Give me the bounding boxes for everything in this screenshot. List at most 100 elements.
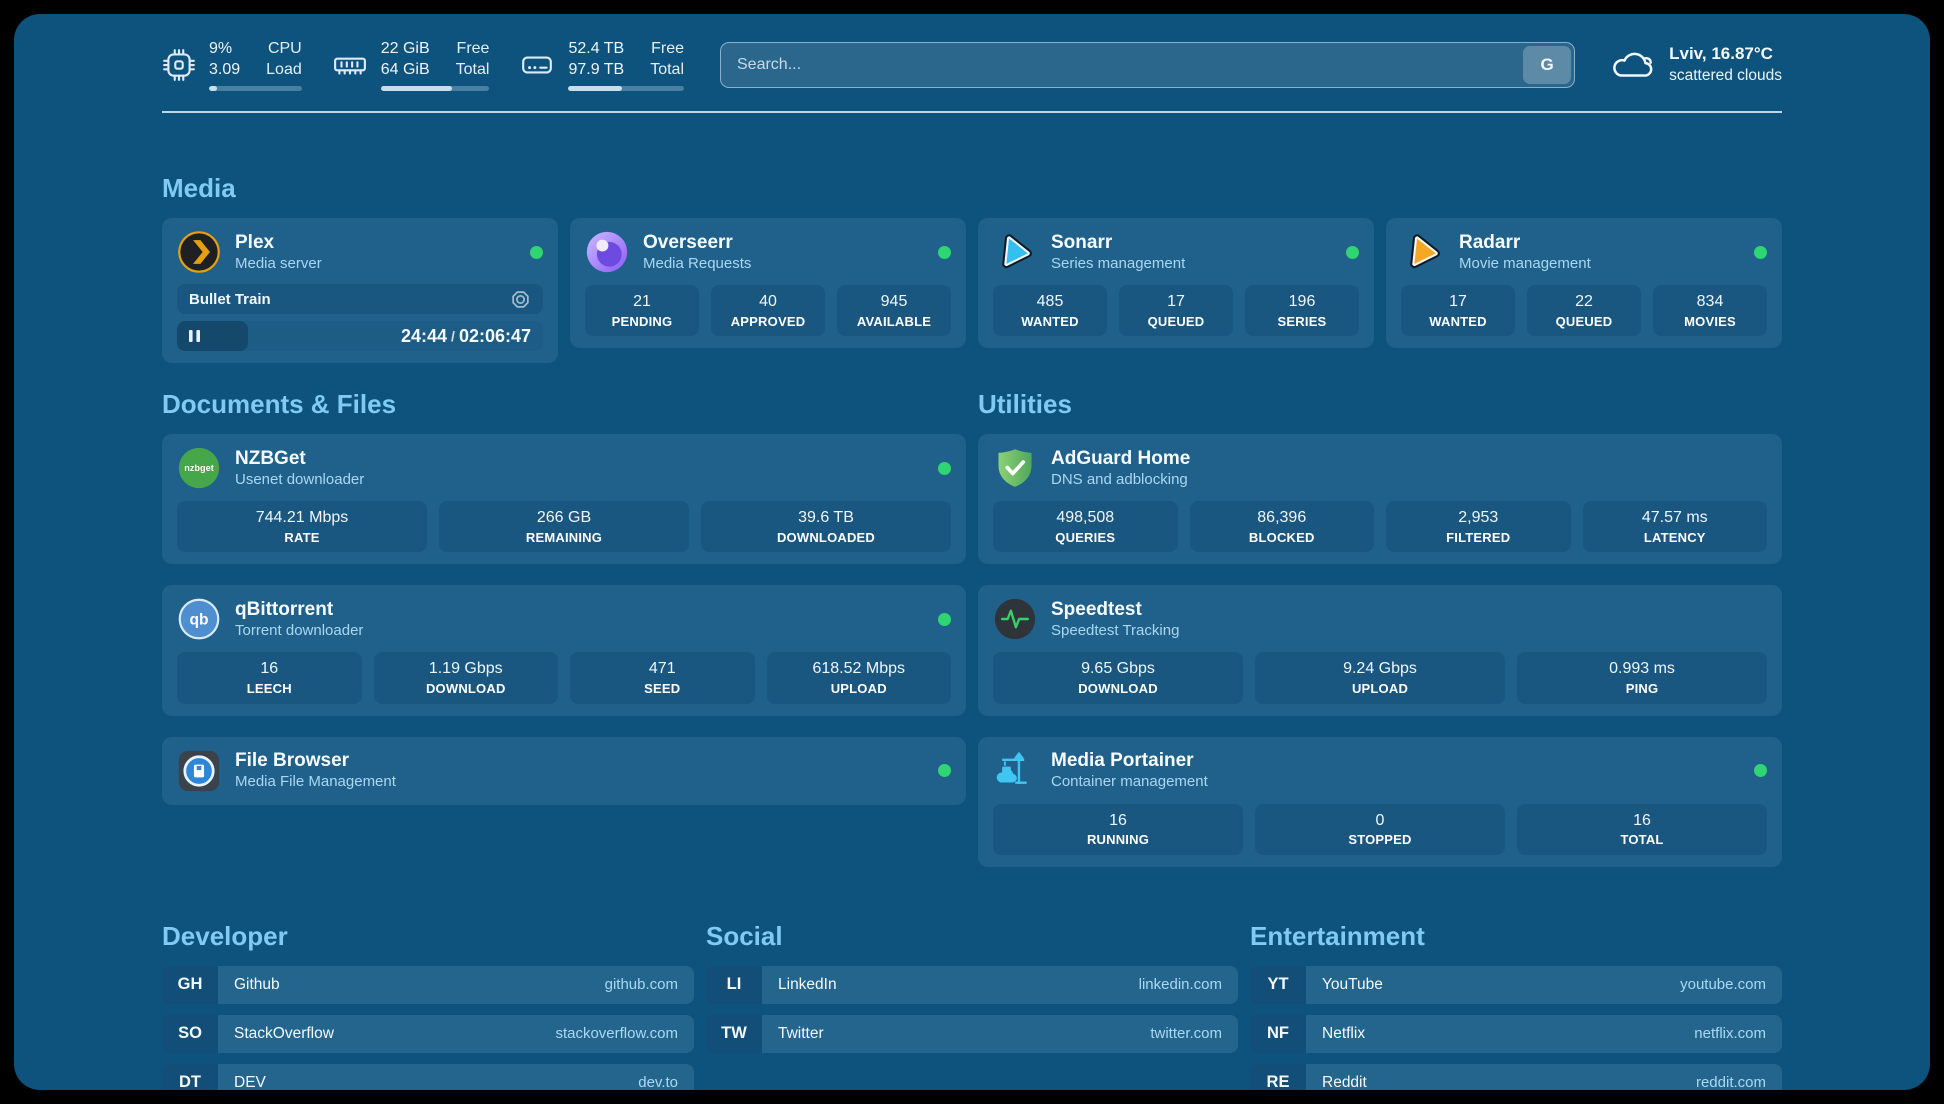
service-subtitle: Media server xyxy=(235,254,322,272)
bookmark-stackoverflow[interactable]: SO StackOverflow stackoverflow.com xyxy=(162,1014,694,1053)
stat-row: 17 WANTED 22 QUEUED 834 MOVIES xyxy=(1401,285,1767,337)
stat-label: QUEUED xyxy=(1555,313,1613,329)
cloud-icon xyxy=(1613,52,1653,77)
stat-row: 21 PENDING 40 APPROVED 945 AVAILABLE xyxy=(585,285,951,337)
status-dot xyxy=(1754,764,1767,777)
stat-value: 1.19 Gbps xyxy=(428,660,503,678)
dashboard: 9% 3.09 CPU Load xyxy=(14,14,1930,1090)
status-dot xyxy=(938,764,951,777)
bookmark-linkedin[interactable]: LI LinkedIn linkedin.com xyxy=(706,965,1238,1004)
stat-label: LEECH xyxy=(246,680,292,696)
service-card-sonarr[interactable]: Sonarr Series management 485 WANTED 17 xyxy=(978,218,1374,349)
stat-label: DOWNLOADED xyxy=(776,529,876,545)
bookmark-twitter[interactable]: TW Twitter twitter.com xyxy=(706,1014,1238,1053)
card-header: Media Portainer Container management xyxy=(993,749,1767,793)
search-bar: G xyxy=(720,41,1576,88)
bookmark-abbr: RE xyxy=(1250,1063,1306,1090)
section-documents: Documents & Files nzbget NZBGet Usenet d… xyxy=(162,389,966,805)
stat-tile: 266 GB REMAINING xyxy=(439,501,689,553)
memory-total-label: Total xyxy=(455,61,490,79)
bookmark-name: YouTube xyxy=(1322,975,1383,993)
disk-total-label: Total xyxy=(650,61,684,79)
status-dot xyxy=(530,245,543,259)
stat-label: RATE xyxy=(284,529,320,545)
section-developer: Developer GH Github github.com SO StackO… xyxy=(162,921,694,1090)
stat-value: 196 xyxy=(1288,293,1316,311)
service-subtitle: Container management xyxy=(1051,773,1208,790)
stat-value: 21 xyxy=(633,293,651,311)
stat-value: 39.6 TB xyxy=(798,509,854,527)
stat-tile: 485 WANTED xyxy=(993,285,1107,337)
bookmark-dev[interactable]: DT DEV dev.to xyxy=(162,1063,694,1090)
pause-button[interactable] xyxy=(188,328,202,344)
stat-label: WANTED xyxy=(1429,313,1487,329)
bookmark-name: LinkedIn xyxy=(778,975,837,993)
svg-text:nzbget: nzbget xyxy=(184,463,214,473)
bookmark-url: linkedin.com xyxy=(1138,976,1222,994)
disk-progress-bar xyxy=(568,86,684,92)
service-subtitle: Series management xyxy=(1051,254,1186,272)
qbittorrent-icon: qb xyxy=(178,599,220,640)
section-title-media: Media xyxy=(162,173,236,204)
stat-row: 744.21 Mbps RATE 266 GB REMAINING 39.6 T… xyxy=(177,501,951,553)
service-subtitle: Movie management xyxy=(1459,254,1591,272)
service-card-overseerr[interactable]: Overseerr Media Requests 21 PENDING 40 xyxy=(570,218,966,349)
memory-stat: 22 GiB 64 GiB Free Total xyxy=(332,38,490,92)
stat-row: 16 LEECH 1.19 Gbps DOWNLOAD 471 SEED xyxy=(177,652,951,704)
stat-tile: 21 PENDING xyxy=(585,285,699,337)
stat-value: 17 xyxy=(1449,293,1467,311)
service-card-plex[interactable]: Plex Media server Bullet Train xyxy=(162,218,558,364)
service-card-portainer[interactable]: Media Portainer Container management 16 … xyxy=(978,736,1782,867)
playback-duration: 02:06:47 xyxy=(458,325,531,346)
stat-value: 16 xyxy=(260,660,279,678)
card-header: AdGuard Home DNS and adblocking xyxy=(993,446,1767,490)
section-title-documents: Documents & Files xyxy=(162,389,397,420)
bookmark-youtube[interactable]: YT YouTube youtube.com xyxy=(1250,965,1782,1004)
bookmark-abbr: TW xyxy=(706,1014,762,1053)
status-dot xyxy=(1346,245,1359,259)
status-dot xyxy=(1754,245,1767,259)
search-input[interactable] xyxy=(720,41,1576,88)
stat-value: 16 xyxy=(1633,811,1651,829)
filebrowser-icon xyxy=(178,750,220,791)
adguard-icon xyxy=(998,449,1032,488)
stat-value: 16 xyxy=(1109,811,1127,829)
stat-label: QUERIES xyxy=(1055,529,1116,545)
bookmark-reddit[interactable]: RE Reddit reddit.com xyxy=(1250,1063,1782,1090)
card-header: File Browser Media File Management xyxy=(177,749,951,793)
stat-row: 485 WANTED 17 QUEUED 196 SERIES xyxy=(993,285,1359,337)
stat-label: RUNNING xyxy=(1086,832,1150,848)
service-card-qbittorrent[interactable]: qb qBittorrent Torrent downloader 16 xyxy=(162,585,966,716)
bookmark-name: StackOverflow xyxy=(234,1024,334,1042)
stat-tile: 17 QUEUED xyxy=(1119,285,1233,337)
stat-tile: 22 QUEUED xyxy=(1527,285,1641,337)
section-entertainment: Entertainment YT YouTube youtube.com NF … xyxy=(1250,921,1782,1090)
stat-label: PING xyxy=(1625,680,1659,696)
plex-icon xyxy=(178,231,220,274)
service-name: qBittorrent xyxy=(235,599,334,621)
bookmark-name: Twitter xyxy=(778,1024,824,1042)
bookmark-name: Reddit xyxy=(1322,1073,1367,1090)
stat-value: 0 xyxy=(1375,811,1385,829)
nzbget-icon: nzbget xyxy=(178,448,220,489)
bookmark-github[interactable]: GH Github github.com xyxy=(162,965,694,1004)
bookmark-url: twitter.com xyxy=(1150,1025,1222,1043)
stat-label: SEED xyxy=(644,680,681,696)
bookmark-abbr: GH xyxy=(162,965,218,1004)
bookmark-abbr: LI xyxy=(706,965,762,1004)
bookmark-netflix[interactable]: NF Netflix netflix.com xyxy=(1250,1014,1782,1053)
service-card-adguard[interactable]: AdGuard Home DNS and adblocking 498,508 … xyxy=(978,434,1782,565)
stat-label: BLOCKED xyxy=(1248,529,1315,545)
stat-tile: 40 APPROVED xyxy=(711,285,825,337)
service-card-speedtest[interactable]: Speedtest Speedtest Tracking 9.65 Gbps D… xyxy=(978,585,1782,716)
bookmark-url: youtube.com xyxy=(1680,976,1766,994)
service-card-radarr[interactable]: Radarr Movie management 17 WANTED 22 xyxy=(1386,218,1782,349)
card-header: Radarr Movie management xyxy=(1401,230,1767,274)
stat-tile: 39.6 TB DOWNLOADED xyxy=(701,501,951,553)
google-search-button[interactable]: G xyxy=(1523,45,1572,84)
radarr-icon xyxy=(1410,234,1440,269)
card-header: Speedtest Speedtest Tracking xyxy=(993,597,1767,641)
service-card-nzbget[interactable]: nzbget NZBGet Usenet downloader 744. xyxy=(162,434,966,565)
service-card-filebrowser[interactable]: File Browser Media File Management xyxy=(162,736,966,805)
stat-tile: 498,508 QUERIES xyxy=(993,501,1178,553)
